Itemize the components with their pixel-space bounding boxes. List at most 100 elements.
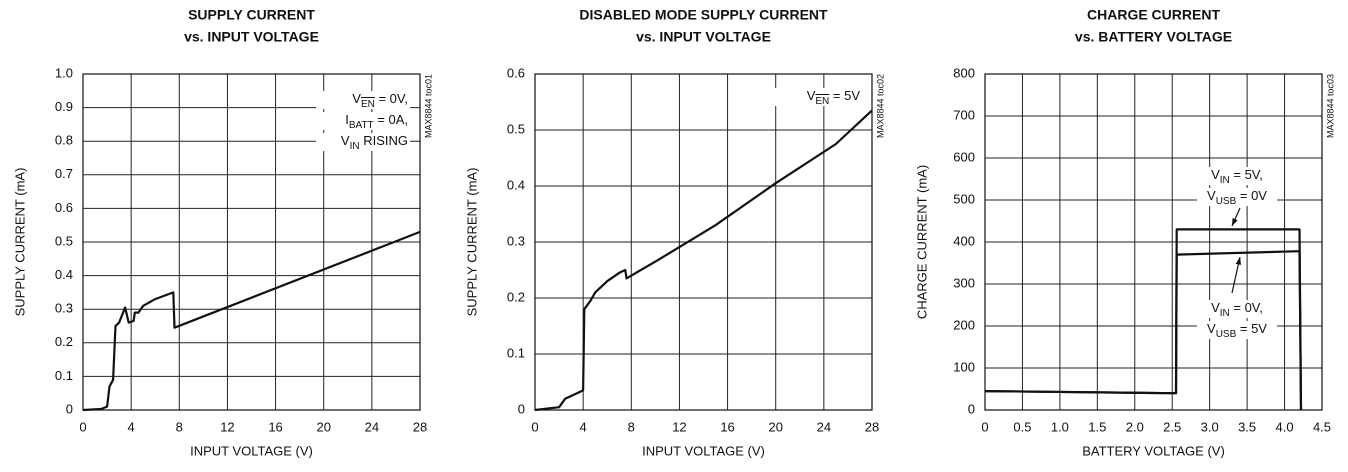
annotation: VEN = 0V, — [352, 91, 408, 109]
y-tick-label: 0.9 — [55, 99, 73, 114]
annotation: IBATT = 0A, — [345, 112, 408, 130]
x-tick-label: 0.5 — [1013, 419, 1031, 434]
annotation: VIN RISING — [341, 133, 408, 151]
annotation-part: V — [352, 91, 361, 106]
annotation-part: RISING — [360, 133, 408, 148]
annotation-bg — [316, 91, 410, 109]
x-tick-label: 12 — [220, 419, 234, 434]
plot-frame — [82, 73, 421, 411]
y-tick-label: 500 — [953, 191, 975, 206]
annotation-part: = 5V — [829, 88, 860, 103]
annotation-part: I — [345, 112, 349, 127]
side-note: MAX8844 toc02 — [875, 74, 885, 138]
annotation: VUSB = 5V — [1207, 321, 1267, 339]
data-line — [984, 250, 1303, 411]
annotation: VUSB = 0V — [1207, 188, 1267, 206]
y-tick-label: 0.8 — [55, 133, 73, 148]
y-axis-label: SUPPLY CURRENT (mA) — [464, 168, 479, 317]
chart-title: DISABLED MODE SUPPLY CURRENT — [579, 7, 828, 23]
y-tick-label: 0.3 — [55, 301, 73, 316]
side-note: MAX8844 toc03 — [1325, 74, 1335, 138]
x-axis-label: BATTERY VOLTAGE (V) — [1082, 443, 1225, 458]
annotation-bg — [1197, 188, 1277, 206]
x-tick-label: 0 — [531, 419, 538, 434]
x-tick-label: 0 — [79, 419, 86, 434]
x-tick-label: 8 — [628, 419, 635, 434]
annotation-part: EN — [815, 96, 829, 107]
y-tick-label: 0.2 — [507, 289, 525, 304]
y-tick-label: 700 — [953, 107, 975, 122]
annotation-part: IN — [1220, 175, 1230, 186]
x-tick-label: 16 — [268, 419, 282, 434]
chart-title: vs. BATTERY VOLTAGE — [1075, 29, 1232, 45]
y-tick-label: 0.4 — [507, 177, 525, 192]
annotation-part: = 0V — [1236, 188, 1267, 203]
y-tick-label: 200 — [953, 317, 975, 332]
annotation-bg — [316, 133, 410, 151]
side-note: MAX8844 toc01 — [423, 74, 433, 138]
x-tick-label: 24 — [817, 419, 831, 434]
y-tick-label: 0 — [968, 401, 975, 416]
annotation-part: BATT — [349, 120, 374, 131]
annotation-part: USB — [1216, 329, 1237, 340]
annotation: VEN = 5V — [807, 88, 861, 106]
annotation-part: = 0V, — [375, 91, 408, 106]
x-axis-label: INPUT VOLTAGE (V) — [642, 443, 765, 458]
y-tick-label: 0 — [518, 401, 525, 416]
x-tick-label: 2.0 — [1126, 419, 1144, 434]
x-tick-label: 20 — [316, 419, 330, 434]
x-tick-label: 24 — [365, 419, 379, 434]
annotation-part: EN — [361, 99, 375, 110]
chart-title: CHARGE CURRENT — [1087, 7, 1220, 23]
annotation-part: IN — [350, 141, 360, 152]
arrow-head — [1235, 257, 1242, 265]
x-tick-label: 4.5 — [1313, 419, 1331, 434]
plot-frame — [534, 73, 873, 411]
x-tick-label: 4.0 — [1276, 419, 1294, 434]
y-axis-label: CHARGE CURRENT (mA) — [914, 165, 929, 319]
x-tick-label: 3.0 — [1201, 419, 1219, 434]
y-tick-label: 600 — [953, 149, 975, 164]
y-tick-label: 0.3 — [507, 233, 525, 248]
annotation-part: IN — [1220, 308, 1230, 319]
y-tick-label: 800 — [953, 65, 975, 80]
annotation-part: V — [807, 88, 816, 103]
x-tick-label: 1.0 — [1051, 419, 1069, 434]
y-tick-label: 0.6 — [55, 200, 73, 215]
annotation: VIN = 5V, — [1211, 167, 1263, 185]
x-tick-label: 28 — [413, 419, 427, 434]
y-tick-label: 1.0 — [55, 65, 73, 80]
annotation-part: = 5V — [1236, 321, 1267, 336]
data-line — [534, 109, 873, 412]
x-tick-label: 2.5 — [1163, 419, 1181, 434]
chart-title: SUPPLY CURRENT — [188, 7, 315, 23]
y-tick-label: 0.5 — [507, 121, 525, 136]
y-tick-label: 0.1 — [55, 368, 73, 383]
chart-title: vs. INPUT VOLTAGE — [184, 29, 319, 45]
annotation-bg — [768, 88, 862, 106]
y-tick-label: 300 — [953, 275, 975, 290]
annotation: VIN = 0V, — [1211, 300, 1263, 318]
annotation-bg — [1197, 321, 1277, 339]
x-tick-label: 20 — [768, 419, 782, 434]
y-axis-label: SUPPLY CURRENT (mA) — [12, 168, 27, 317]
annotation-bg — [316, 112, 410, 130]
annotation-part: = 0V, — [1230, 300, 1263, 315]
annotation-part: V — [341, 133, 350, 148]
data-line — [984, 228, 1303, 411]
x-tick-label: 3.5 — [1238, 419, 1256, 434]
y-tick-label: 100 — [953, 359, 975, 374]
x-tick-label: 4 — [580, 419, 587, 434]
annotation-part: V — [1207, 321, 1216, 336]
x-tick-label: 16 — [720, 419, 734, 434]
y-tick-label: 0.2 — [55, 334, 73, 349]
y-tick-label: 0.5 — [55, 233, 73, 248]
x-tick-label: 12 — [672, 419, 686, 434]
x-axis-label: INPUT VOLTAGE (V) — [190, 443, 313, 458]
y-tick-label: 0.7 — [55, 166, 73, 181]
annotation-part: V — [1207, 188, 1216, 203]
annotation-part: V — [1211, 300, 1220, 315]
plot-frame — [984, 73, 1323, 411]
y-tick-label: 0.1 — [507, 345, 525, 360]
